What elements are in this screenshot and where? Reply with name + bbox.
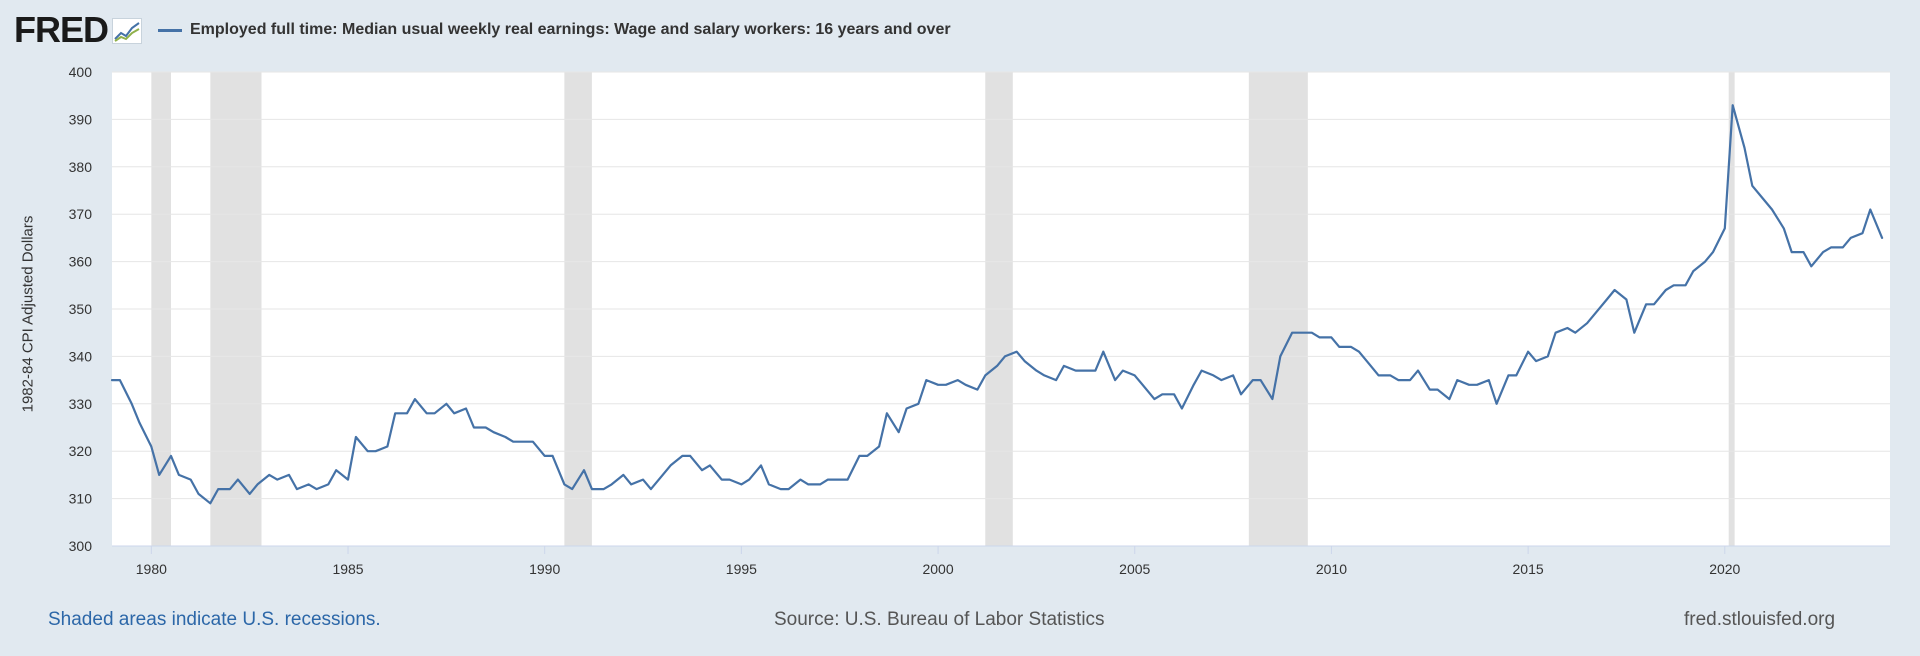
recession-note[interactable]: Shaded areas indicate U.S. recessions. [48, 609, 381, 630]
y-tick-label: 360 [69, 254, 93, 270]
x-tick-label: 2010 [1316, 561, 1347, 577]
y-tick-label: 310 [69, 491, 93, 507]
y-tick-label: 340 [69, 348, 93, 364]
source-credit: Source: U.S. Bureau of Labor Statistics [774, 609, 1105, 630]
series-line-0[interactable] [110, 104, 1884, 505]
y-tick-label: 370 [69, 206, 93, 222]
chart-header: FRED Employed full time: Median usual we… [14, 12, 951, 48]
line-chart-icon [112, 18, 142, 44]
x-tick-label: 2005 [1119, 561, 1150, 577]
x-tick-label: 2000 [922, 561, 953, 577]
x-tick-label: 1985 [332, 561, 363, 577]
x-axis-ticks: 1980 1985 1990 1995 2000 2005 2010 2015 2020 [136, 546, 1741, 577]
x-tick-label: 1980 [136, 561, 167, 577]
x-tick-label: 1995 [726, 561, 757, 577]
y-tick-label: 330 [69, 396, 93, 412]
y-tick-label: 320 [69, 443, 93, 459]
series-layer [110, 104, 1884, 505]
y-axis-ticks: 300 310 320 330 340 350 360 370 380 390 400 [69, 64, 93, 554]
x-tick-label: 2015 [1513, 561, 1544, 577]
y-tick-label: 400 [69, 64, 93, 80]
x-tick-label: 2020 [1709, 561, 1740, 577]
x-tick-label: 1990 [529, 561, 560, 577]
y-tick-label: 300 [69, 538, 93, 554]
y-tick-label: 390 [69, 111, 93, 127]
fred-logo[interactable]: FRED [14, 9, 109, 50]
series-title: Employed full time: Median usual weekly … [190, 21, 951, 38]
y-tick-label: 350 [69, 301, 93, 317]
legend-swatch [158, 28, 182, 32]
y-tick-label: 380 [69, 159, 93, 175]
grid-lines [112, 71, 1890, 547]
site-url[interactable]: fred.stlouisfed.org [1684, 609, 1836, 630]
